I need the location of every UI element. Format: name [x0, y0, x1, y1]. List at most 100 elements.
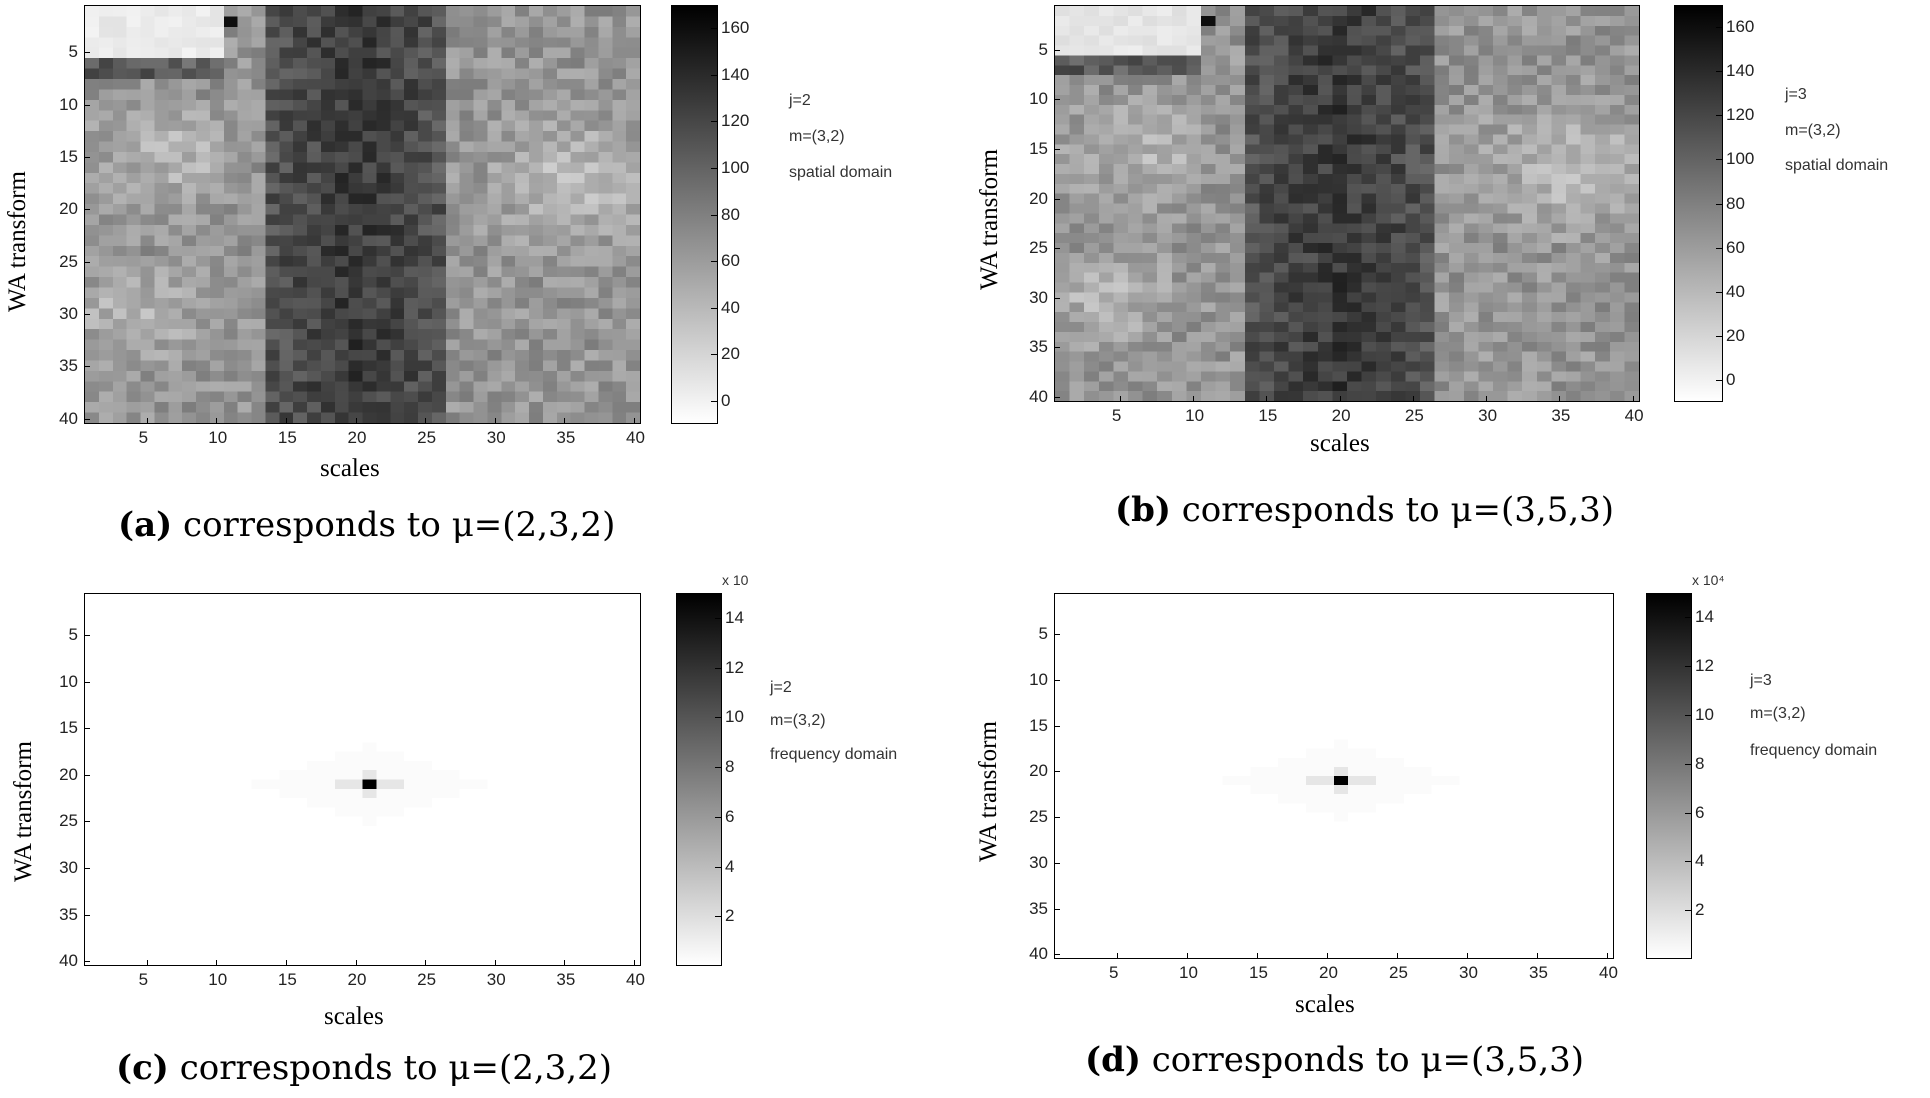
- x-tick-label: 40: [626, 428, 645, 447]
- colorbar-tick-mark: [715, 667, 722, 669]
- x-tick-mark: [1486, 396, 1488, 402]
- note-domain: spatial domain: [789, 164, 893, 181]
- x-tick-mark: [634, 960, 636, 966]
- caption: (b) corresponds to μ=(3,5,3): [1115, 490, 1614, 530]
- y-tick-label: 25: [59, 251, 78, 271]
- heatmap-image: [1055, 6, 1639, 401]
- y-tick-mark: [84, 821, 90, 823]
- y-tick-label: 40: [59, 408, 78, 428]
- colorbar-tick-mark: [1716, 159, 1723, 161]
- x-tick-mark: [285, 960, 287, 966]
- colorbar-tick-mark: [711, 354, 718, 356]
- x-tick-label: 10: [208, 970, 228, 989]
- x-tick-label: 5: [138, 428, 149, 447]
- y-tick-mark: [84, 314, 90, 315]
- colorbar-tick-label: 80: [1726, 193, 1745, 213]
- colorbar-tick-mark: [1685, 715, 1692, 716]
- colorbar-tick-label: 40: [721, 297, 740, 317]
- x-tick-label: 10: [1179, 963, 1198, 982]
- y-tick-mark: [84, 52, 90, 54]
- colorbar-tick-label: 12: [1695, 656, 1714, 676]
- x-tick-label: 35: [556, 428, 576, 447]
- y-tick-label: 30: [1029, 287, 1048, 307]
- y-tick-label: 5: [68, 624, 78, 644]
- x-tick-mark: [1266, 396, 1268, 402]
- y-tick-mark: [84, 634, 90, 636]
- colorbar-tick-label: 20: [1726, 325, 1745, 345]
- colorbar-multiplier: x 10⁴: [1692, 572, 1725, 588]
- colorbar-tick-mark: [1685, 763, 1692, 765]
- colorbar-tick-mark: [711, 400, 718, 402]
- x-tick-label: 25: [1389, 963, 1408, 982]
- colorbar-tick-label: 80: [721, 204, 740, 224]
- note-j: j=3: [1750, 672, 1772, 689]
- x-tick-mark: [1327, 953, 1328, 959]
- x-tick-label: 5: [138, 970, 149, 989]
- y-tick-label: 10: [59, 94, 78, 114]
- colorbar-tick-label: 6: [1695, 802, 1705, 822]
- x-tick-label: 25: [417, 970, 437, 989]
- y-tick-mark: [1054, 862, 1060, 864]
- y-tick-mark: [1054, 148, 1060, 150]
- y-tick-mark: [1054, 397, 1060, 399]
- note-j: j=2: [770, 679, 792, 696]
- colorbar-tick-label: 10: [1695, 705, 1714, 724]
- colorbar-tick-mark: [1685, 666, 1692, 668]
- x-tick-mark: [146, 960, 148, 966]
- y-tick-label: 20: [59, 764, 78, 784]
- y-tick-label: 40: [1029, 387, 1048, 407]
- colorbar-tick-mark: [715, 617, 722, 619]
- colorbar-tick-mark: [715, 916, 722, 918]
- x-tick-label: 15: [1258, 406, 1278, 425]
- y-tick-mark: [1054, 49, 1060, 51]
- colorbar-tick-label: 100: [1726, 149, 1755, 169]
- colorbar-tick-mark: [1685, 861, 1692, 863]
- y-tick-label: 15: [59, 146, 78, 166]
- caption-text: corresponds to μ=(2,3,2): [172, 505, 616, 545]
- y-tick-label: 5: [1038, 624, 1048, 644]
- colorbar-tick-mark: [711, 307, 718, 309]
- y-tick-label: 30: [59, 858, 78, 878]
- y-tick-label: 5: [68, 42, 78, 62]
- y-tick-label: 20: [1029, 761, 1048, 781]
- colorbar-tick-mark: [1685, 617, 1692, 619]
- note-m: m=(3,2): [789, 128, 845, 145]
- caption-letter: (b): [1115, 490, 1171, 530]
- colorbar-tick-label: 10: [725, 707, 744, 727]
- colorbar-tick-label: 2: [1695, 900, 1705, 920]
- colorbar-tick-mark: [715, 767, 722, 769]
- x-tick-label: 10: [1185, 406, 1205, 425]
- colorbar-tick-mark: [715, 866, 722, 868]
- x-tick-label: 15: [1249, 963, 1268, 982]
- y-tick-mark: [84, 209, 90, 211]
- note-m: m=(3,2): [1785, 122, 1841, 139]
- x-tick-label: 40: [626, 970, 645, 989]
- heatmap-axes: [84, 5, 641, 424]
- y-axis-label: WA transform: [10, 741, 37, 882]
- x-tick-label: 15: [277, 428, 297, 447]
- x-tick-mark: [1119, 396, 1121, 402]
- colorbar: [676, 593, 722, 966]
- x-tick-mark: [355, 960, 357, 966]
- colorbar-tick-mark: [1716, 115, 1723, 117]
- colorbar-tick-label: 2: [725, 906, 735, 926]
- y-tick-label: 5: [1038, 39, 1048, 59]
- colorbar-tick-label: 0: [721, 390, 731, 410]
- caption-text: corresponds to μ=(3,5,3): [1170, 490, 1615, 530]
- x-tick-mark: [1339, 396, 1341, 402]
- colorbar-tick-label: 120: [721, 111, 750, 131]
- heatmap-axes: [1054, 5, 1640, 402]
- colorbar-tick-label: 0: [1726, 369, 1736, 389]
- x-tick-mark: [494, 960, 496, 966]
- colorbar-tick-mark: [711, 214, 718, 216]
- y-tick-mark: [1054, 198, 1060, 200]
- colorbar-tick-label: 100: [721, 157, 750, 177]
- x-tick-label: 20: [1331, 406, 1351, 425]
- x-tick-mark: [634, 418, 636, 424]
- colorbar-tick-label: 14: [1695, 607, 1714, 627]
- colorbar-tick-mark: [1716, 379, 1723, 381]
- y-tick-label: 10: [1029, 669, 1048, 689]
- x-tick-mark: [1397, 953, 1398, 959]
- y-tick-mark: [84, 418, 90, 420]
- x-tick-label: 5: [1111, 406, 1122, 425]
